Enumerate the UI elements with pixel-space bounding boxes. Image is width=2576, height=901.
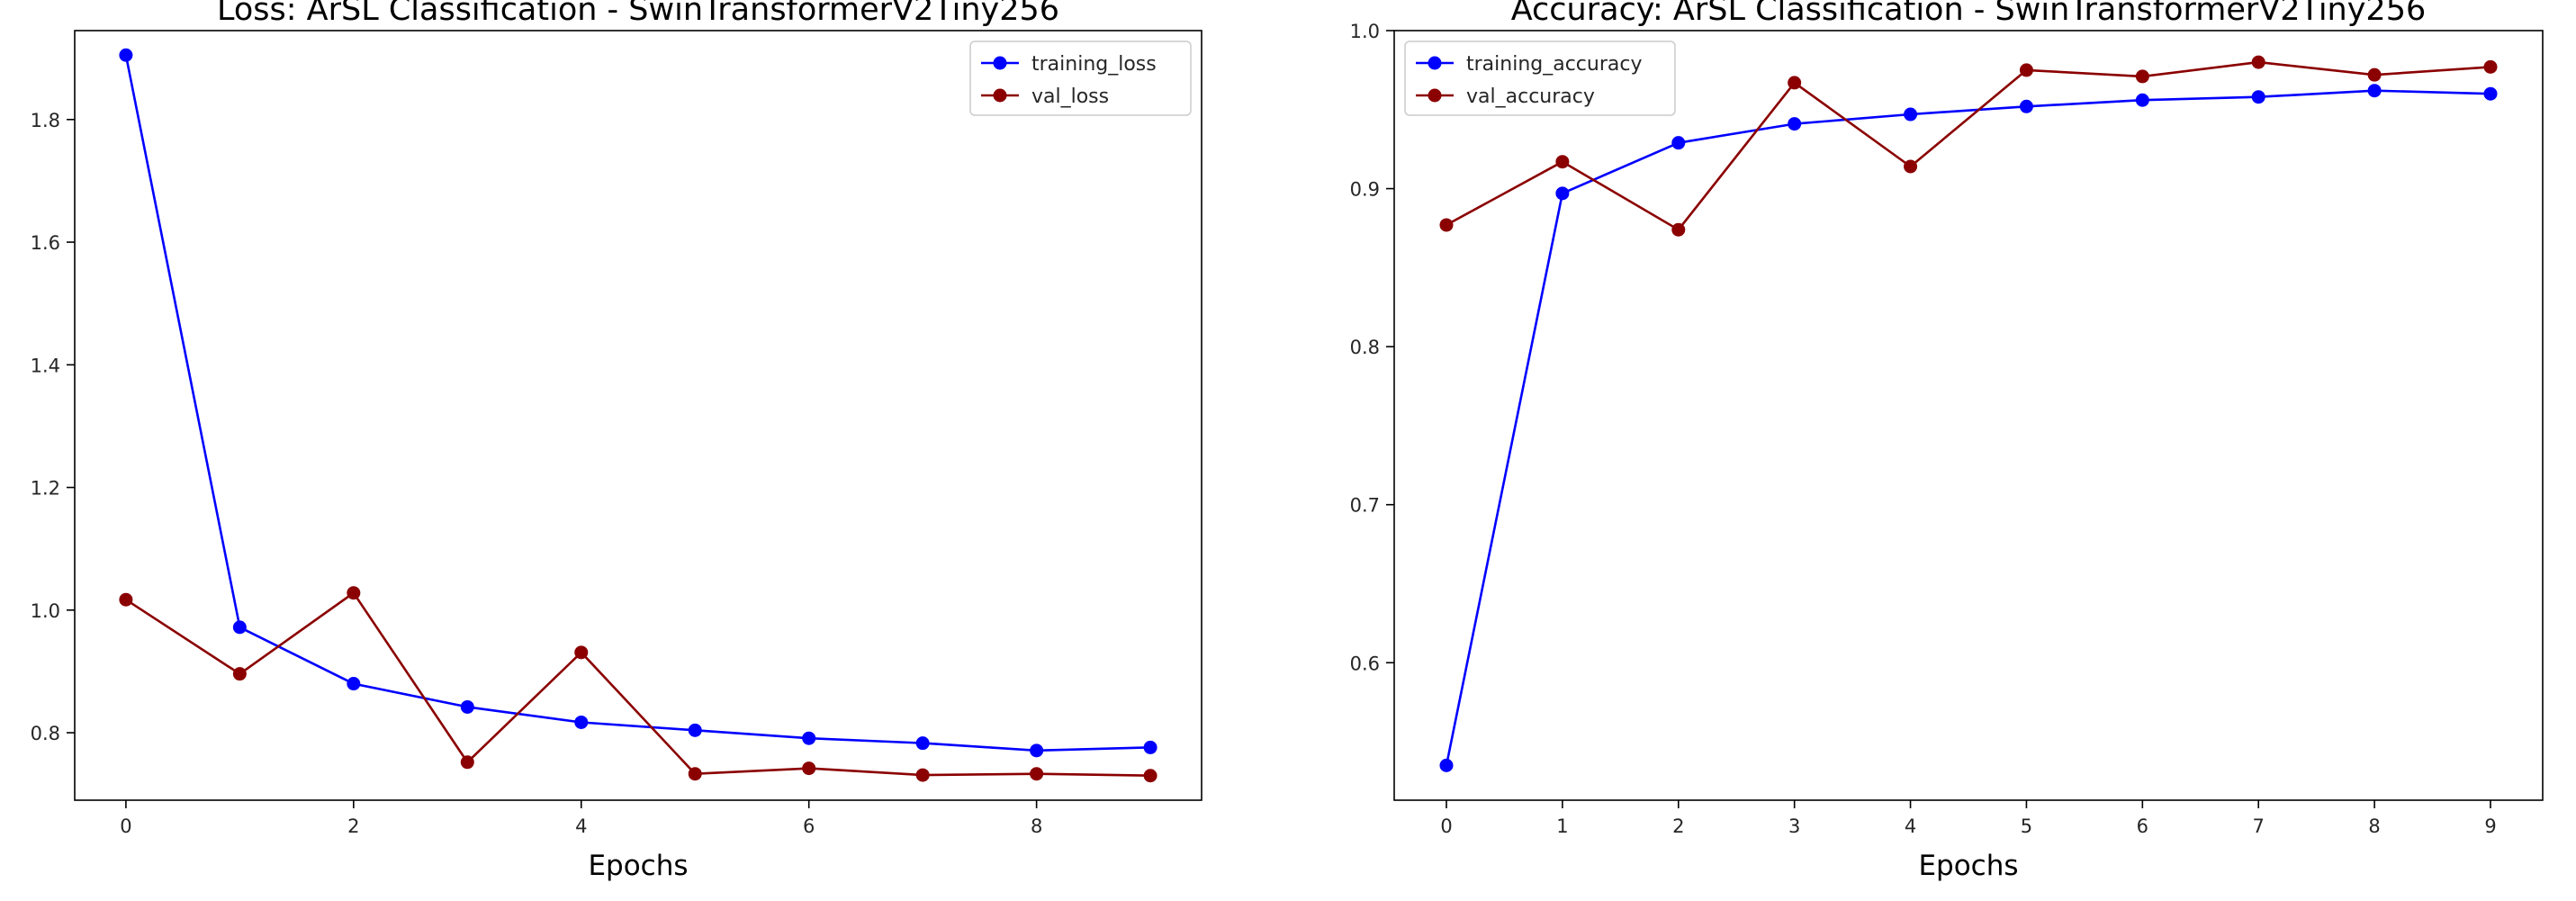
data-point-val_loss [347, 586, 361, 600]
data-point-val_accuracy [2251, 55, 2265, 69]
legend: training_accuracy val_accuracy [1404, 41, 1676, 116]
data-point-val_accuracy [2135, 69, 2149, 84]
y-tick-label: 1.0 [31, 600, 60, 622]
data-point-val_accuracy [2367, 68, 2382, 82]
y-tick-label: 1.8 [31, 110, 60, 131]
y-tick-label: 1.0 [1350, 21, 1380, 42]
legend-box [1404, 41, 1676, 116]
y-tick-label: 1.6 [31, 232, 60, 254]
data-point-training_accuracy [2483, 86, 2498, 101]
data-point-training_loss [1030, 743, 1044, 758]
x-tick-label: 8 [1031, 815, 1042, 837]
data-point-training_accuracy [2251, 90, 2265, 104]
x-axis-label: Epochs [588, 850, 688, 882]
legend-swatch-marker [993, 88, 1007, 103]
chart-0: Loss: ArSL Classification - SwinTransfor… [31, 0, 1202, 882]
x-tick-label: 6 [803, 815, 815, 837]
legend-swatch-marker [1428, 56, 1442, 70]
x-tick-label: 4 [575, 815, 587, 837]
x-tick-label: 0 [1440, 815, 1452, 837]
legend-swatch-marker [993, 56, 1007, 70]
series-line-training_loss [124, 55, 1151, 752]
y-tick-label: 1.2 [31, 478, 60, 500]
data-point-val_loss [232, 667, 247, 681]
data-point-training_accuracy [1671, 136, 1686, 150]
x-axis-label: Epochs [1918, 850, 2018, 882]
data-point-training_loss [460, 699, 474, 714]
y-tick-label: 0.6 [1350, 653, 1380, 674]
data-point-training_accuracy [1904, 107, 1918, 122]
chart-title: Loss: ArSL Classification - SwinTransfor… [217, 0, 1059, 28]
data-point-training_loss [232, 620, 247, 635]
data-point-val_accuracy [2019, 63, 2033, 77]
x-tick-label: 1 [1556, 815, 1568, 837]
data-point-training_accuracy [2367, 84, 2382, 98]
data-point-training_loss [802, 731, 816, 745]
data-point-training_loss [347, 677, 361, 691]
data-point-val_accuracy [1555, 155, 1570, 169]
data-point-training_accuracy [1555, 186, 1570, 201]
x-tick-label: 5 [2021, 815, 2032, 837]
x-tick-label: 4 [1905, 815, 1916, 837]
data-point-training_loss [119, 48, 133, 62]
chart-title: Accuracy: ArSL Classification - SwinTran… [1511, 0, 2427, 28]
plot-frame [1393, 30, 2544, 801]
legend-swatch-marker [1428, 88, 1442, 103]
legend-label: training_loss [1031, 53, 1157, 76]
data-point-training_loss [1143, 740, 1157, 754]
y-tick-label: 0.7 [1350, 495, 1380, 517]
data-point-val_accuracy [1788, 76, 1802, 90]
data-point-training_loss [574, 715, 589, 729]
legend-label: training_accuracy [1466, 53, 1643, 76]
plot-frame [74, 30, 1202, 801]
y-tick-label: 0.8 [1350, 337, 1380, 358]
data-point-val_accuracy [2483, 59, 2498, 74]
data-point-training_loss [915, 736, 930, 751]
data-point-training_accuracy [2019, 99, 2033, 113]
legend-box [969, 41, 1192, 116]
x-tick-label: 7 [2253, 815, 2265, 837]
data-point-val_accuracy [1671, 222, 1686, 237]
data-point-val_loss [1030, 767, 1044, 781]
series-line-val_accuracy [1446, 60, 2491, 231]
x-tick-label: 6 [2137, 815, 2148, 837]
y-tick-label: 0.8 [31, 723, 60, 744]
chart-1: Accuracy: ArSL Classification - SwinTran… [1350, 0, 2544, 882]
data-point-training_accuracy [1788, 117, 1802, 131]
data-point-training_accuracy [1439, 758, 1454, 772]
data-point-val_loss [915, 768, 930, 782]
series-line-training_accuracy [1445, 89, 2491, 766]
y-tick-label: 0.9 [1350, 179, 1380, 201]
data-point-val_accuracy [1904, 159, 1918, 174]
x-tick-label: 9 [2484, 815, 2496, 837]
x-tick-label: 2 [347, 815, 359, 837]
data-point-val_loss [1143, 769, 1157, 783]
legend: training_loss val_loss [969, 41, 1192, 116]
legend-label: val_loss [1031, 86, 1109, 108]
data-point-training_accuracy [2135, 93, 2149, 107]
y-tick-label: 1.4 [31, 355, 60, 376]
series-line-val_loss [125, 591, 1151, 777]
data-point-training_loss [688, 723, 702, 737]
legend-label: val_accuracy [1466, 86, 1595, 108]
x-tick-label: 8 [2368, 815, 2380, 837]
x-tick-label: 0 [120, 815, 131, 837]
data-point-val_loss [802, 761, 816, 776]
data-point-val_accuracy [1439, 218, 1454, 232]
data-point-val_loss [574, 645, 589, 660]
data-point-val_loss [460, 755, 474, 770]
x-tick-label: 3 [1788, 815, 1800, 837]
x-tick-label: 2 [1672, 815, 1684, 837]
data-point-val_loss [688, 767, 702, 781]
data-point-val_loss [119, 592, 133, 607]
